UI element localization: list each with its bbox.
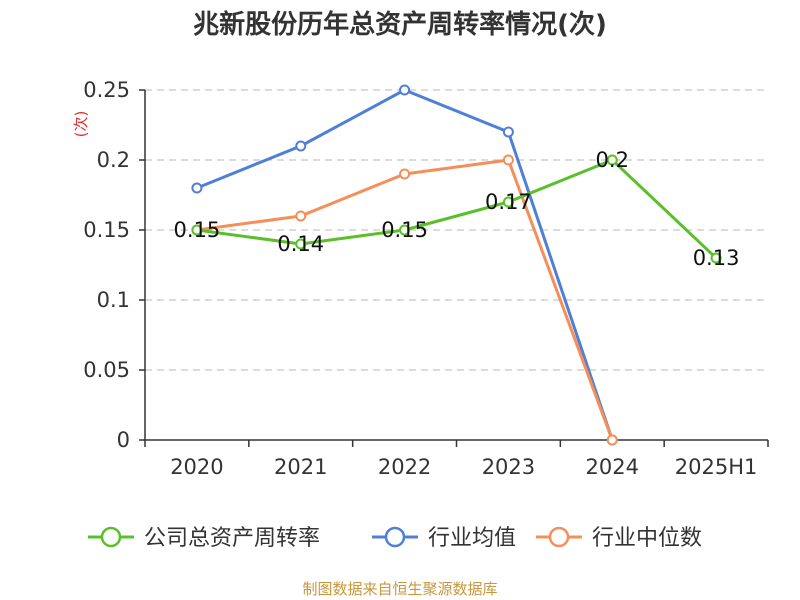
x-tick-label: 2021 [274,455,327,479]
x-tick-label: 2024 [586,455,639,479]
y-tick-label: 0.2 [97,148,130,172]
data-label: 0.2 [596,148,629,172]
legend-label: 行业均值 [428,526,516,551]
data-point[interactable] [295,140,307,152]
x-tick-label: 2023 [482,455,535,479]
x-tick-label: 2020 [170,455,223,479]
data-point[interactable] [502,126,514,138]
data-label: 0.13 [693,246,740,270]
data-point[interactable] [295,210,307,222]
y-tick-label: 0 [117,428,130,452]
data-point[interactable] [191,224,203,236]
data-label: 0.17 [485,190,532,214]
data-point[interactable] [502,196,514,208]
data-label: 0.15 [174,218,221,242]
legend-item-0[interactable]: 公司总资产周转率 [88,526,320,551]
legend-label: 行业中位数 [592,526,702,551]
legend-swatch-marker [384,526,406,548]
legend-swatch-marker [100,526,122,548]
legend-item-2[interactable]: 行业中位数 [536,526,702,551]
x-tick-label: 2022 [378,455,431,479]
y-tick-label: 0.1 [97,288,130,312]
data-point[interactable] [502,154,514,166]
legend-item-1[interactable]: 行业均值 [372,526,516,551]
data-point[interactable] [399,168,411,180]
series-line [196,88,614,441]
data-label: 0.14 [277,232,324,256]
y-axis-label: (次) [72,111,90,138]
data-point[interactable] [191,182,203,194]
data-label: 0.15 [381,218,428,242]
data-point[interactable] [399,224,411,236]
axes: 0 0.05 0.1 0.15 0.2 0.25 2020 2021 2022 2023 2024 2… [83,78,769,479]
legend[interactable]: 公司总资产周转率 行业均值 行业中位数 [88,526,702,551]
gridlines [145,89,768,371]
series-0 [191,154,722,264]
x-tick-label: 2025H1 [675,455,758,479]
source-note: 制图数据来自恒生聚源数据库 [302,580,497,598]
legend-swatch-marker [548,526,570,548]
series-1 [191,84,618,446]
y-tick-label: 0.05 [83,358,130,382]
chart-title: 兆新股份历年总资产周转率情况(次) [193,9,607,40]
series-line [196,158,718,260]
data-point[interactable] [295,238,307,250]
data-point[interactable] [606,434,618,446]
y-tick-label: 0.15 [83,218,130,242]
legend-label: 公司总资产周转率 [144,526,320,551]
y-tick-label: 0.25 [83,78,130,102]
series-layer [191,84,722,446]
data-labels: 0.15 0.14 0.15 0.17 0.2 0.13 [174,148,740,270]
data-point[interactable] [399,84,411,96]
data-point[interactable] [606,154,618,166]
data-point[interactable] [710,252,722,264]
